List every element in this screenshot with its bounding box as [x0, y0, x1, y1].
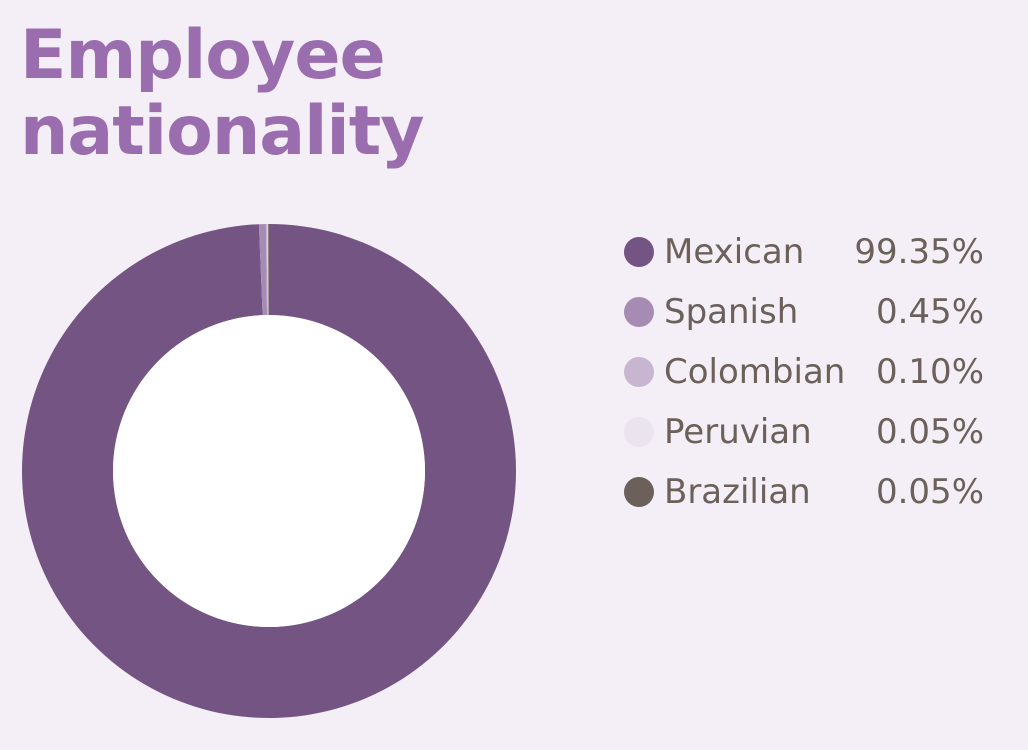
- legend-item-colombian: Colombian 0.10%: [624, 342, 984, 402]
- legend-item-peruvian: Peruvian 0.05%: [624, 402, 984, 462]
- legend-label: Mexican: [664, 232, 805, 272]
- legend-value: 0.45%: [875, 292, 984, 332]
- legend-value: 99.35%: [854, 232, 984, 272]
- chart-title: Employee nationality: [20, 16, 425, 171]
- legend-swatch: [624, 477, 654, 507]
- legend-item-spanish: Spanish 0.45%: [624, 282, 984, 342]
- legend-swatch: [624, 237, 654, 267]
- legend-label: Brazilian: [664, 472, 811, 512]
- donut-slice-peruvian: [267, 224, 269, 316]
- chart-title-line-1: Employee: [20, 16, 386, 95]
- legend-item-brazilian: Brazilian 0.05%: [624, 462, 984, 522]
- donut-slice-mexican: [22, 224, 517, 718]
- chart-legend: Mexican 99.35% Spanish 0.45% Colombian 0.10% P…: [624, 222, 984, 522]
- chart-title-line-2: nationality: [20, 92, 425, 171]
- legend-label: Colombian: [664, 352, 846, 392]
- legend-value: 0.10%: [875, 352, 984, 392]
- donut-hole: [113, 315, 425, 627]
- donut-slice-colombian: [265, 224, 269, 316]
- legend-label: Spanish: [664, 292, 799, 332]
- donut-chart: [22, 224, 517, 718]
- legend-swatch: [624, 357, 654, 387]
- donut-slice-brazilian: [268, 224, 269, 316]
- legend-swatch: [624, 297, 654, 327]
- legend-value: 0.05%: [875, 412, 984, 452]
- legend-value: 0.05%: [875, 472, 984, 512]
- legend-item-mexican: Mexican 99.35%: [624, 222, 984, 282]
- legend-label: Peruvian: [664, 412, 812, 452]
- legend-swatch: [624, 417, 654, 447]
- donut-slice-spanish: [258, 224, 268, 316]
